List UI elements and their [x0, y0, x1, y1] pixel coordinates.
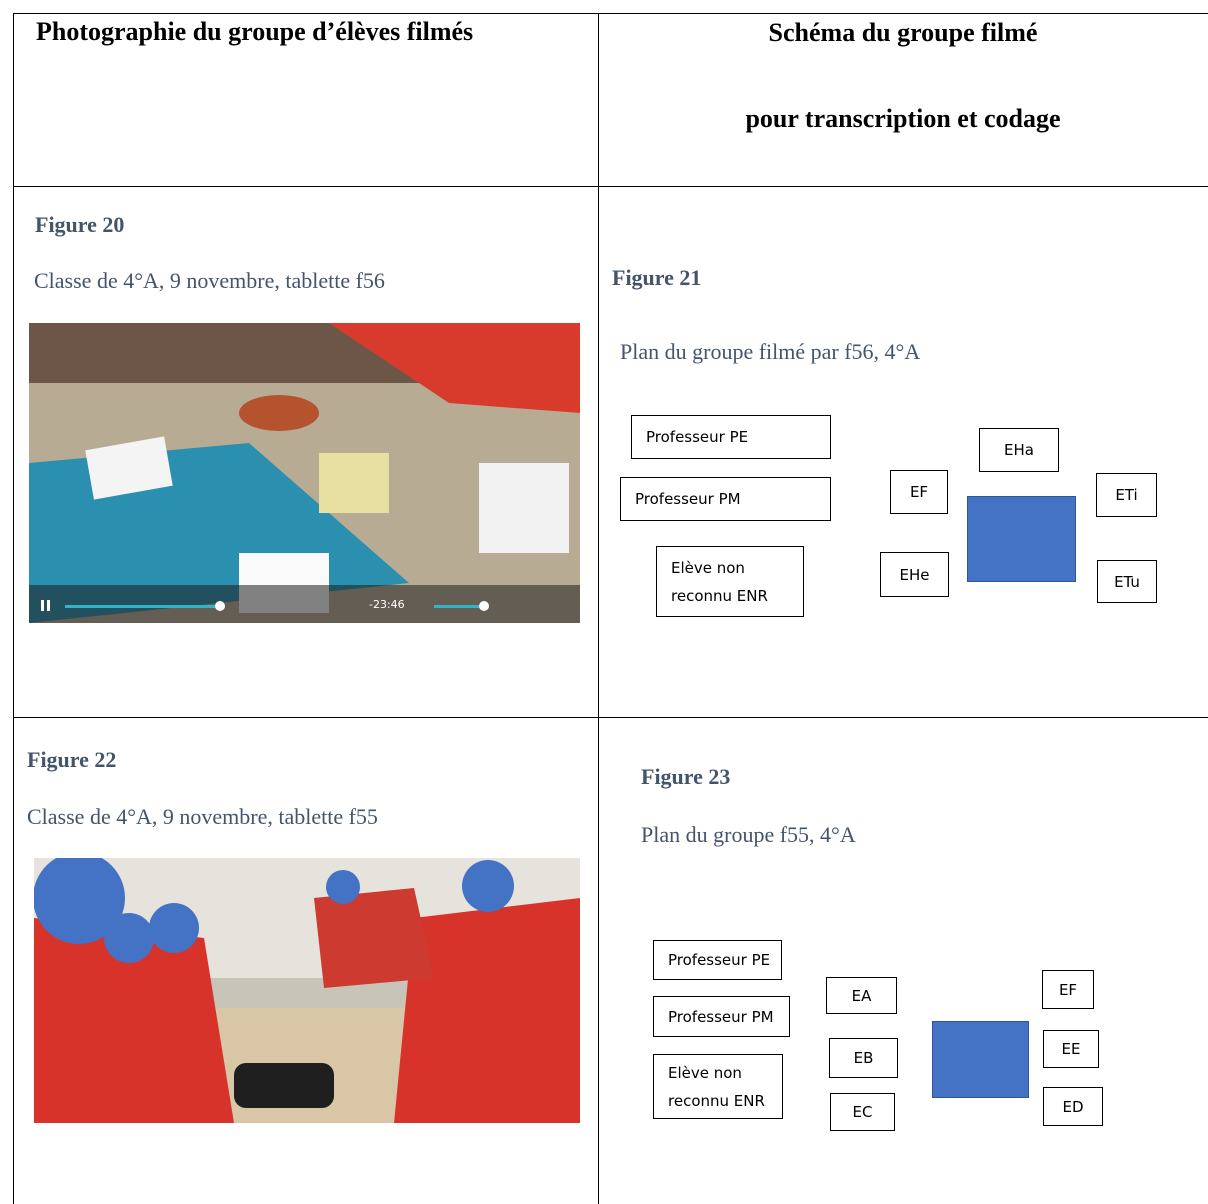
label-box: EHe — [880, 552, 949, 597]
label-box: Professeur PM — [620, 477, 831, 521]
caption: Plan du groupe filmé par f56, 4°A — [620, 339, 921, 364]
figure-label: Figure 23 — [641, 764, 731, 789]
photo — [34, 858, 580, 1123]
box-line: reconnu ENR — [671, 586, 768, 605]
label-box: Professeur PE — [653, 940, 782, 980]
label-box: EHa — [979, 428, 1059, 472]
label-box: Professeur PM — [653, 996, 790, 1037]
label-box: ETu — [1097, 560, 1157, 603]
figure-label: Figure 20 — [35, 212, 125, 237]
caption: Plan du groupe f55, 4°A — [641, 822, 856, 847]
label-box: Elève non reconnu ENR — [653, 1054, 783, 1119]
label-box: ED — [1043, 1087, 1103, 1126]
photo — [29, 323, 580, 623]
box-line: Elève non — [671, 558, 745, 577]
box-line: Elève non — [668, 1063, 742, 1082]
figure-label: Figure 21 — [612, 265, 702, 290]
figure-label: Figure 22 — [27, 747, 117, 772]
border — [598, 13, 599, 1204]
label-box: Elève non reconnu ENR — [656, 546, 804, 617]
border — [13, 13, 1208, 14]
box-line: reconnu ENR — [668, 1091, 765, 1110]
border — [13, 186, 1208, 187]
label-box: EF — [1042, 970, 1094, 1009]
label-box: EE — [1043, 1030, 1099, 1068]
video-time: -23:46 — [369, 598, 405, 611]
border — [13, 13, 14, 1204]
label-box: EC — [830, 1093, 895, 1131]
caption: Classe de 4°A, 9 novembre, tablette f56 — [34, 268, 385, 293]
border — [13, 717, 1208, 718]
label-box: EA — [826, 977, 897, 1014]
label-box: ETi — [1096, 473, 1157, 517]
table-shape — [932, 1021, 1029, 1098]
table-shape — [967, 496, 1076, 582]
caption: Classe de 4°A, 9 novembre, tablette f55 — [27, 804, 378, 829]
header-left: Photographie du groupe d’élèves filmés — [36, 17, 474, 46]
label-box: Professeur PE — [631, 415, 831, 459]
header-right: pour transcription et codage — [745, 104, 1061, 133]
label-box: EF — [890, 470, 948, 514]
label-box: EB — [829, 1038, 898, 1078]
header-right: Schéma du groupe filmé — [768, 18, 1038, 47]
